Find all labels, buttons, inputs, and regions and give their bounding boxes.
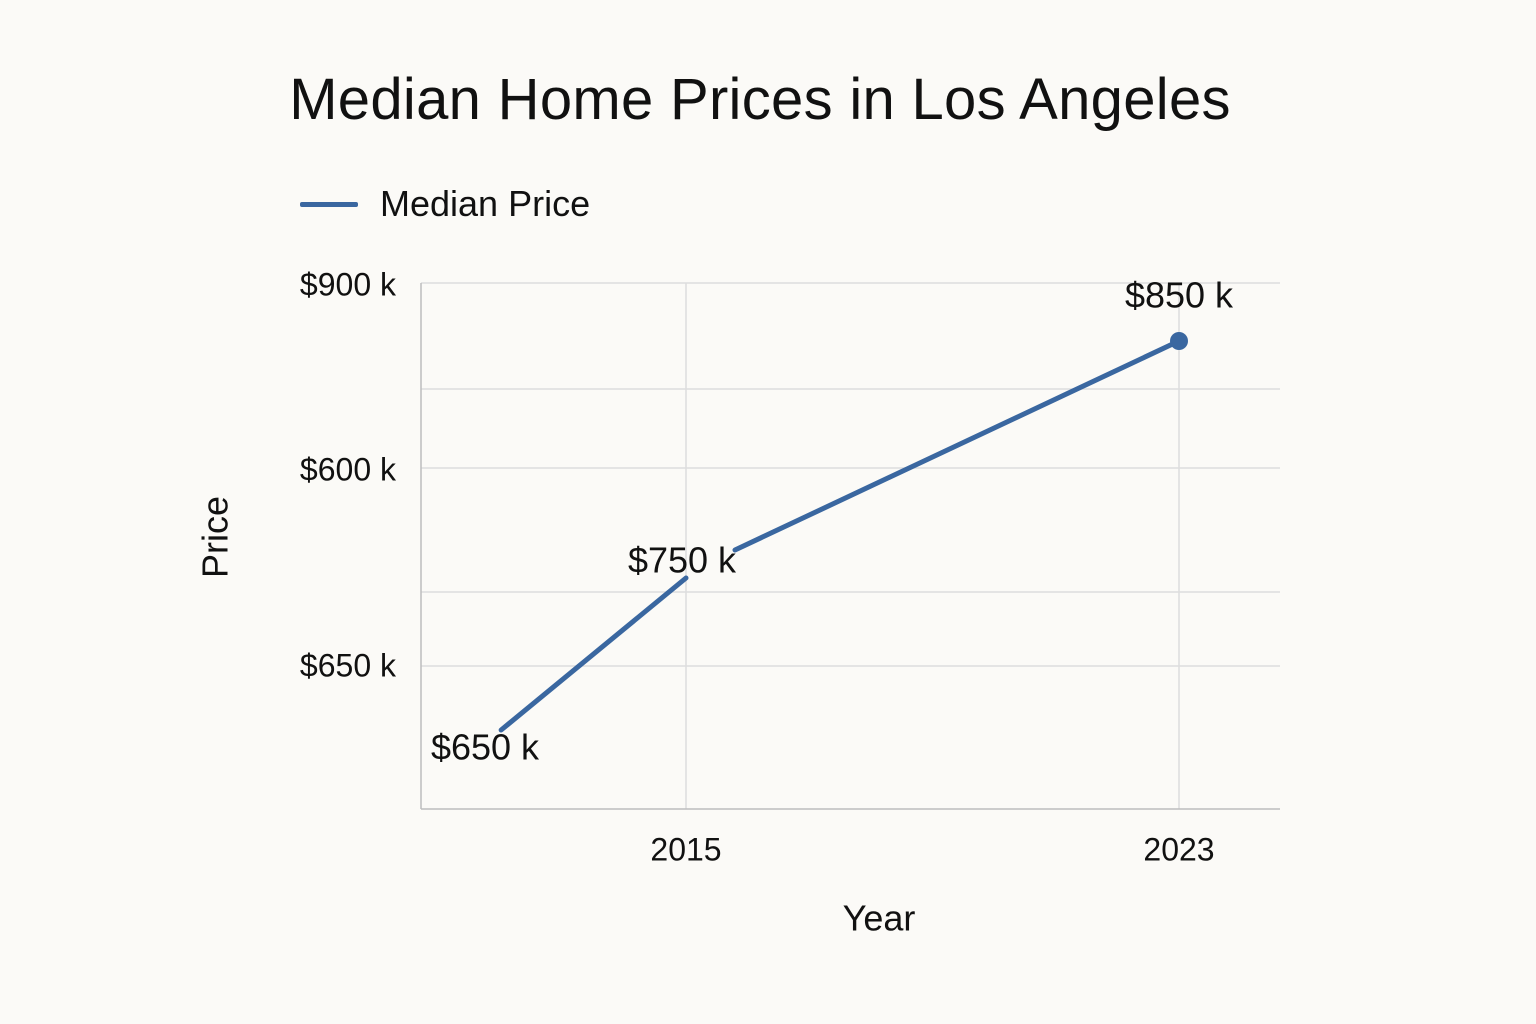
y-tick-label: $600 k	[300, 451, 397, 487]
x-tick-label: 2023	[1143, 831, 1214, 867]
legend: Median Price	[300, 183, 591, 224]
data-point-marker	[1170, 332, 1188, 350]
legend-swatch	[300, 201, 358, 207]
data-label: $850 k	[1125, 275, 1234, 316]
data-label: $750 k	[628, 540, 737, 581]
y-tick-label: $900 k	[300, 266, 397, 302]
x-tick-label: 2015	[650, 831, 721, 867]
y-axis-title: Price	[195, 496, 236, 578]
legend-label: Median Price	[380, 183, 591, 224]
y-tick-label: $650 k	[300, 647, 397, 683]
series-line-segment	[732, 338, 1182, 553]
x-axis-title: Year	[843, 898, 916, 939]
data-label: $650 k	[431, 727, 540, 768]
chart-title: Median Home Prices in Los Angeles	[289, 67, 1231, 132]
series-line-segment	[498, 575, 689, 733]
